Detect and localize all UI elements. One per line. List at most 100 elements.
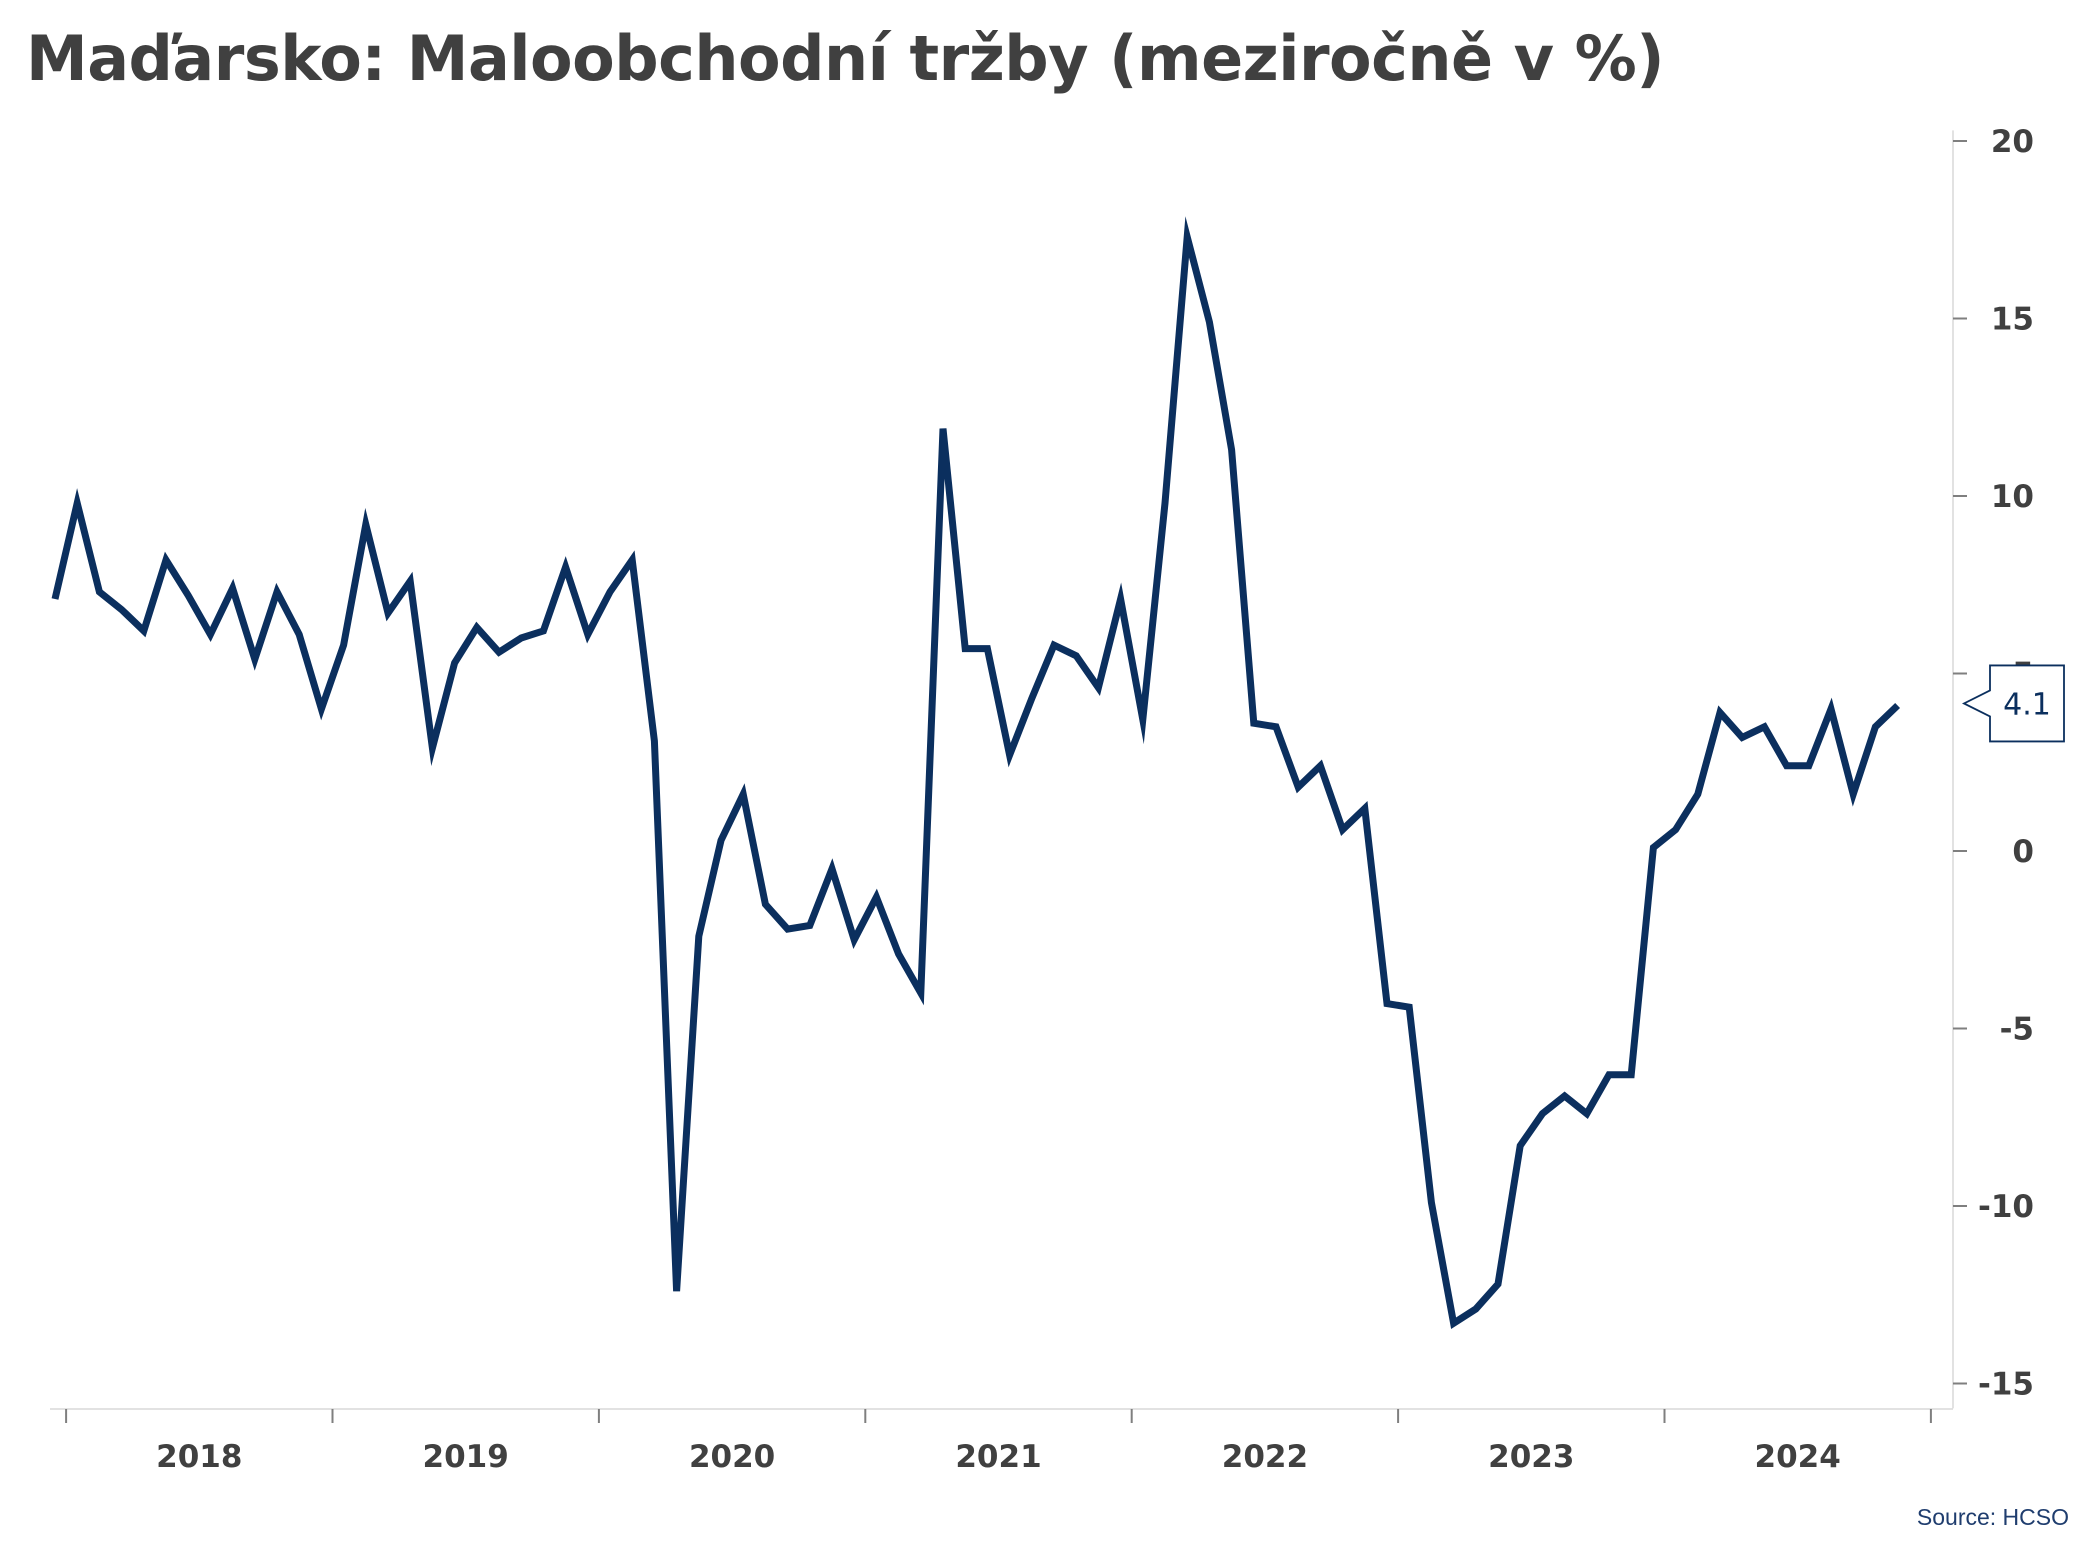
data-point (1651, 845, 1655, 849)
data-point (519, 636, 523, 640)
x-axis: 2018 2019 2020 2021 2022 2023 2024 (50, 1408, 1953, 1475)
data-point (453, 661, 457, 665)
data-point (342, 643, 346, 647)
data-point (1696, 792, 1700, 796)
y-tick-label: 0 (2012, 834, 2034, 870)
data-point (1429, 1200, 1433, 1204)
chart-title: Maďarsko: Maloobchodní tržby (meziročně … (26, 22, 1665, 95)
data-point (541, 629, 545, 633)
data-point (630, 558, 634, 562)
data-point (1296, 785, 1300, 789)
data-point (1074, 654, 1078, 658)
data-point (319, 707, 323, 711)
data-point (675, 1289, 679, 1293)
data-point (808, 924, 812, 928)
data-point (608, 590, 612, 594)
callout-box (1961, 664, 2065, 743)
data-point (1207, 320, 1211, 324)
data-point (1807, 764, 1811, 768)
data-point (275, 590, 279, 594)
data-point (1385, 1002, 1389, 1006)
x-tick-label: 2022 (1222, 1439, 1308, 1475)
data-point (1452, 1321, 1456, 1325)
y-tick-label: 10 (1991, 479, 2034, 515)
data-point (1762, 725, 1766, 729)
data-point (430, 746, 434, 750)
data-point (1585, 1112, 1589, 1116)
y-axis: 20151050-5-10-15 (1952, 124, 2034, 1409)
data-point (985, 647, 989, 651)
source-note: Source: HCSO (1916, 1504, 2069, 1530)
y-tick-label: 20 (1991, 124, 2034, 160)
data-point (364, 522, 368, 526)
data-point (1851, 792, 1855, 796)
data-point (1563, 1094, 1567, 1098)
data-point (897, 952, 901, 956)
data-point (1829, 707, 1833, 711)
y-tick-label: -15 (1978, 1367, 2034, 1403)
data-point (941, 427, 945, 431)
data-point (719, 838, 723, 842)
data-point (697, 934, 701, 938)
data-point (208, 632, 212, 636)
data-point (1163, 501, 1167, 505)
data-point (1252, 721, 1256, 725)
data-point (1518, 1144, 1522, 1148)
data-point (1629, 1073, 1633, 1077)
data-point (852, 938, 856, 942)
data-point (1718, 711, 1722, 715)
data-point (830, 867, 834, 871)
data-point (1096, 686, 1100, 690)
data-point (763, 902, 767, 906)
data-point (1230, 448, 1234, 452)
y-tick-label: -5 (2000, 1012, 2034, 1048)
data-point (408, 579, 412, 583)
x-tick-label: 2021 (955, 1439, 1041, 1475)
data-point (1341, 828, 1345, 832)
last-value-label: 4.1 (2003, 687, 2051, 722)
x-tick-label: 2019 (423, 1439, 509, 1475)
data-point (1407, 1005, 1411, 1009)
data-point (919, 991, 923, 995)
data-point (652, 739, 656, 743)
data-point (1496, 1282, 1500, 1286)
x-tick-label: 2018 (156, 1439, 242, 1475)
data-point (874, 895, 878, 899)
data-point (1141, 718, 1145, 722)
x-tick-label: 2024 (1755, 1439, 1841, 1475)
data-point (963, 647, 967, 651)
data-point (1052, 643, 1056, 647)
data-point (120, 608, 124, 612)
data-point (741, 792, 745, 796)
x-tick-label: 2023 (1488, 1439, 1574, 1475)
data-point (1008, 753, 1012, 757)
x-tick-label: 2020 (689, 1439, 775, 1475)
series-line (51, 216, 1901, 1329)
data-point (97, 590, 101, 594)
data-point (386, 611, 390, 615)
data-point (1185, 235, 1189, 239)
data-point (586, 632, 590, 636)
data-point (1363, 806, 1367, 810)
data-point (142, 629, 146, 633)
y-tick-label: 15 (1991, 302, 2034, 338)
data-point (1607, 1073, 1611, 1077)
data-point (297, 632, 301, 636)
data-point (253, 657, 257, 661)
data-point (475, 625, 479, 629)
data-point (75, 501, 79, 505)
data-point (53, 597, 57, 601)
data-point (231, 586, 235, 590)
data-point (1873, 725, 1877, 729)
data-point (164, 558, 168, 562)
last-value-callout: 4.1 (1961, 664, 2065, 743)
data-point (1785, 764, 1789, 768)
data-point (1119, 597, 1123, 601)
data-point (1896, 703, 1900, 707)
data-point (1030, 696, 1034, 700)
data-point (1318, 764, 1322, 768)
data-point (497, 650, 501, 654)
y-tick-label: -10 (1978, 1189, 2034, 1225)
data-point (1274, 725, 1278, 729)
